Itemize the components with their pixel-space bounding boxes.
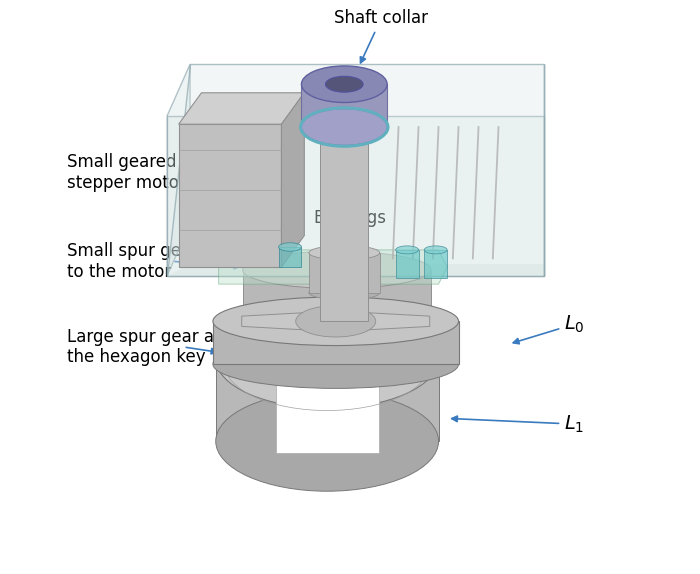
Ellipse shape	[213, 340, 458, 389]
Text: Bearings: Bearings	[314, 210, 386, 227]
Ellipse shape	[279, 243, 302, 251]
Polygon shape	[241, 311, 430, 332]
Polygon shape	[321, 121, 368, 321]
Ellipse shape	[424, 246, 447, 254]
Polygon shape	[243, 270, 431, 321]
Polygon shape	[281, 93, 304, 267]
Polygon shape	[167, 264, 544, 276]
Ellipse shape	[295, 305, 376, 337]
Text: $L_0$: $L_0$	[513, 313, 584, 344]
Ellipse shape	[302, 109, 387, 145]
Ellipse shape	[213, 297, 458, 346]
Polygon shape	[167, 64, 544, 276]
Polygon shape	[395, 250, 419, 278]
Polygon shape	[276, 358, 379, 453]
Text: $L_1$: $L_1$	[452, 413, 584, 435]
Ellipse shape	[281, 335, 384, 382]
Polygon shape	[167, 64, 190, 276]
Ellipse shape	[243, 251, 431, 288]
Ellipse shape	[326, 76, 363, 92]
Polygon shape	[213, 321, 458, 364]
Text: Small spur gear attached
to the motor: Small spur gear attached to the motor	[67, 242, 277, 281]
Ellipse shape	[321, 116, 368, 126]
Ellipse shape	[302, 66, 387, 103]
Polygon shape	[218, 250, 447, 284]
Ellipse shape	[395, 246, 419, 254]
Ellipse shape	[216, 308, 438, 408]
Ellipse shape	[309, 286, 379, 300]
Polygon shape	[216, 358, 438, 441]
Polygon shape	[424, 250, 447, 278]
Ellipse shape	[309, 246, 379, 260]
Text: Small geared
stepper motor: Small geared stepper motor	[67, 153, 234, 192]
Ellipse shape	[243, 302, 431, 340]
Polygon shape	[178, 93, 304, 124]
Text: Large spur gear attached to
the hexagon key: Large spur gear attached to the hexagon …	[67, 328, 300, 366]
Polygon shape	[167, 115, 544, 276]
Polygon shape	[178, 124, 281, 267]
Text: Shaft collar: Shaft collar	[335, 9, 428, 63]
Polygon shape	[279, 247, 302, 267]
Polygon shape	[309, 253, 379, 293]
Polygon shape	[302, 84, 387, 127]
Ellipse shape	[216, 391, 438, 491]
